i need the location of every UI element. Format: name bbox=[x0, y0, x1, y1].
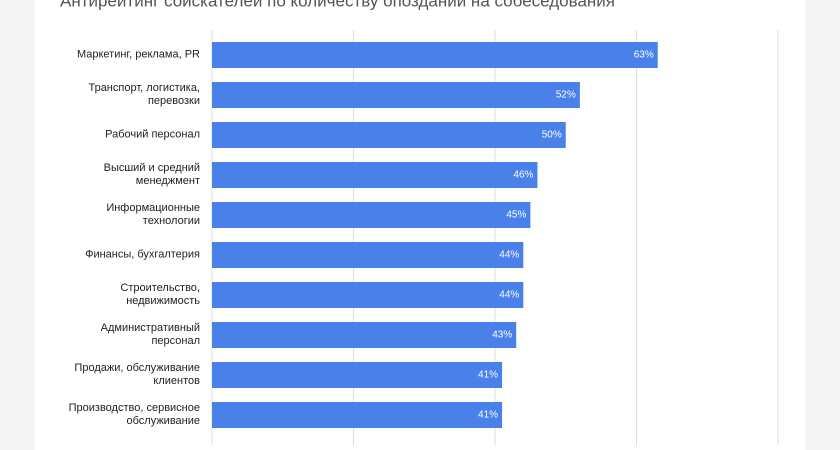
value-label: 45% bbox=[506, 210, 526, 221]
value-label: 44% bbox=[499, 250, 519, 261]
category-label: Продажи, обслуживание клиентов bbox=[74, 362, 200, 387]
value-label: 52% bbox=[556, 90, 576, 101]
value-label: 63% bbox=[634, 50, 654, 61]
bar bbox=[212, 42, 658, 68]
bar bbox=[212, 122, 566, 148]
value-label: 41% bbox=[478, 410, 498, 421]
bar bbox=[212, 402, 503, 428]
category-label: Маркетинг, реклама, PR bbox=[76, 48, 200, 61]
value-label: 46% bbox=[513, 170, 533, 181]
category-label: Строительство, недвижимость bbox=[120, 282, 200, 307]
category-label: Рабочий персонал bbox=[105, 128, 200, 141]
chart-title: Антирейтинг соискателей по количеству оп… bbox=[60, 0, 615, 10]
category-label: Административный персонал bbox=[100, 322, 200, 347]
category-label: Высший и средний менеджмент bbox=[103, 162, 200, 187]
bar bbox=[212, 242, 524, 268]
bar bbox=[212, 162, 538, 188]
bar bbox=[212, 282, 524, 308]
value-label: 50% bbox=[542, 130, 562, 141]
value-label: 43% bbox=[492, 330, 512, 341]
bar bbox=[212, 322, 517, 348]
value-label: 41% bbox=[478, 370, 498, 381]
bar bbox=[212, 82, 580, 108]
category-label: Информационные технологии bbox=[106, 202, 200, 227]
category-label: Финансы, бухгалтерия bbox=[85, 248, 200, 261]
category-label: Транспорт, логистика, перевозки bbox=[88, 82, 200, 107]
bar bbox=[212, 202, 531, 228]
bar bbox=[212, 362, 503, 388]
value-label: 44% bbox=[499, 290, 519, 301]
category-label: Производство, сервисное обслуживание bbox=[68, 402, 200, 427]
